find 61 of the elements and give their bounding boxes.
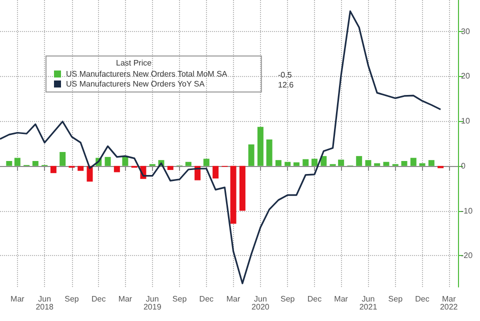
- bar: [383, 162, 390, 166]
- x-tick-label: Jun 2020: [252, 294, 270, 312]
- y-tick-label: 10: [461, 116, 470, 126]
- bar: [212, 166, 219, 178]
- bar: [293, 162, 300, 166]
- bar: [6, 160, 12, 166]
- bar: [60, 152, 66, 166]
- bar: [374, 163, 380, 166]
- x-tick-label: Dec: [92, 294, 106, 304]
- x-tick-label: Mar: [118, 294, 132, 304]
- bar: [78, 166, 84, 171]
- line-series: [0, 10, 442, 284]
- bar: [401, 160, 408, 166]
- bar: [203, 158, 210, 166]
- x-tick-label: Sep: [388, 294, 404, 304]
- annotation: 12.6: [278, 80, 294, 90]
- x-tick-label: Mar 2022: [440, 294, 458, 312]
- y-tick-label: 0: [461, 161, 466, 170]
- bar: [428, 160, 434, 166]
- bar: [114, 166, 120, 172]
- x-tick-label: Sep: [172, 294, 188, 304]
- x-tick-label: Dec: [307, 294, 322, 304]
- x-tick-label: Jun 2018: [36, 294, 54, 312]
- y-tick-label: -20: [461, 251, 474, 260]
- bar: [311, 158, 318, 166]
- x-tick-label: Dec: [199, 294, 214, 304]
- annotation: -0.5: [278, 70, 292, 80]
- x-tick-label: Jun 2019: [143, 294, 162, 312]
- bar: [230, 166, 236, 224]
- bar: [320, 156, 327, 166]
- x-tick-label: Mar: [334, 294, 348, 304]
- bar: [338, 160, 344, 166]
- bar: [284, 162, 291, 166]
- bar: [356, 156, 362, 166]
- bar: [419, 163, 426, 166]
- bar: [185, 162, 192, 166]
- y-tick-label: 20: [461, 72, 470, 81]
- bar: [275, 160, 282, 166]
- legend-title: Last Price: [116, 58, 152, 68]
- x-tick-label: Mar: [10, 294, 25, 304]
- bar: [302, 159, 309, 166]
- legend-label: US Manufacturers New Orders Total MoM SA: [66, 70, 228, 78]
- bar: [257, 126, 264, 166]
- y-tick-label: 30: [461, 26, 470, 36]
- bar: [50, 166, 56, 174]
- bar: [104, 156, 111, 166]
- bar: [365, 160, 372, 166]
- bar: [266, 139, 272, 166]
- x-tick-label: Jun 2021: [359, 294, 378, 312]
- y-tick-label: -10: [461, 206, 474, 216]
- legend-label: US Manufacturers New Orders YoY SA: [66, 80, 206, 88]
- x-tick-label: Dec: [415, 294, 430, 304]
- bar: [248, 144, 254, 166]
- x-tick-label: Sep: [64, 294, 80, 304]
- bar: [32, 160, 38, 166]
- bar: [14, 158, 20, 166]
- x-tick-label: Sep: [280, 294, 296, 304]
- x-tick-label: Mar: [226, 294, 241, 304]
- bar: [410, 158, 416, 166]
- bar: [167, 166, 174, 170]
- bar: [239, 166, 246, 211]
